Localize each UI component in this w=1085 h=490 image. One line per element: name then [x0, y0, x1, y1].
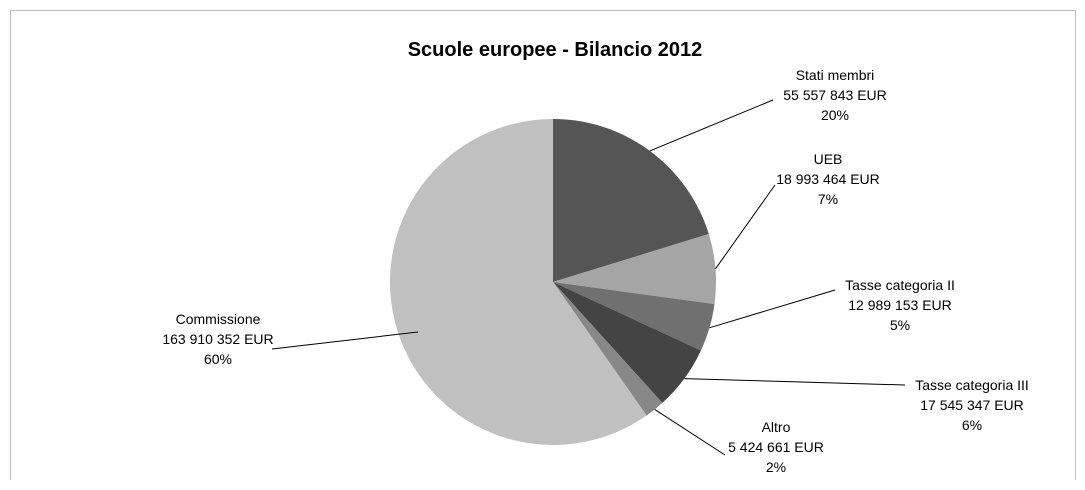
data-label-tasse-categoria-iii-name: Tasse categoria III [915, 377, 1029, 393]
data-label-altro-name: Altro [762, 419, 791, 435]
data-label-tasse-categoria-ii-amount: 12 989 153 EUR [848, 297, 952, 313]
leader-line-stati-membri [649, 99, 774, 152]
data-label-tasse-categoria-iii-percent: 6% [962, 417, 982, 433]
data-label-tasse-categoria-ii-percent: 5% [890, 317, 910, 333]
pie-slice-commissione [389, 119, 647, 445]
leader-line-tasse-categoria-ii [709, 289, 836, 329]
leader-line-altro [654, 408, 726, 456]
data-label-tasse-categoria-iii-amount: 17 545 347 EUR [920, 397, 1024, 413]
leader-line-commissione [271, 331, 419, 350]
chart-title: Scuole europee - Bilancio 2012 [408, 39, 703, 61]
data-label-commissione-amount: 163 910 352 EUR [162, 331, 273, 347]
data-label-ueb-percent: 7% [818, 191, 838, 207]
data-label-altro-percent: 2% [766, 459, 786, 475]
leader-line-ueb [715, 184, 776, 270]
data-label-stati-membri-percent: 20% [821, 107, 849, 123]
pie-slice-altro [553, 282, 663, 416]
data-label-stati-membri-amount: 55 557 843 EUR [783, 87, 887, 103]
leader-line-tasse-categoria-iii [684, 378, 906, 386]
pie-slice-tasse-categoria-iii [553, 282, 701, 403]
data-label-tasse-categoria-ii-name: Tasse categoria II [845, 277, 955, 293]
data-label-commissione-name: Commissione [176, 311, 261, 327]
data-label-altro-amount: 5 424 661 EUR [728, 439, 824, 455]
pie-slice-tasse-categoria-ii [553, 282, 715, 351]
data-label-ueb-amount: 18 993 464 EUR [776, 171, 880, 187]
data-label-stati-membri-name: Stati membri [796, 67, 875, 83]
pie-slice-ueb [553, 234, 716, 305]
data-label-commissione-percent: 60% [204, 351, 232, 367]
pie-slice-stati-membri [553, 119, 709, 282]
data-label-ueb-name: UEB [814, 151, 843, 167]
